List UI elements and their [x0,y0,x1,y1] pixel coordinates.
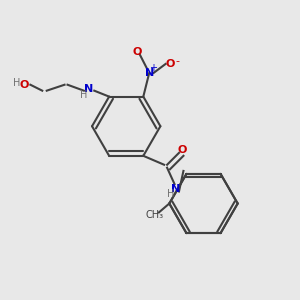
Text: N: N [145,68,154,78]
Text: O: O [20,80,29,90]
Text: H: H [13,78,21,88]
Text: CH₃: CH₃ [146,210,164,220]
Text: O: O [133,47,142,57]
Text: N: N [84,84,93,94]
Text: N: N [171,184,181,194]
Text: O: O [177,145,187,155]
Text: H: H [167,189,174,199]
Text: +: + [149,63,157,74]
Text: H: H [80,90,88,100]
Text: O: O [165,59,175,69]
Text: -: - [176,56,179,66]
